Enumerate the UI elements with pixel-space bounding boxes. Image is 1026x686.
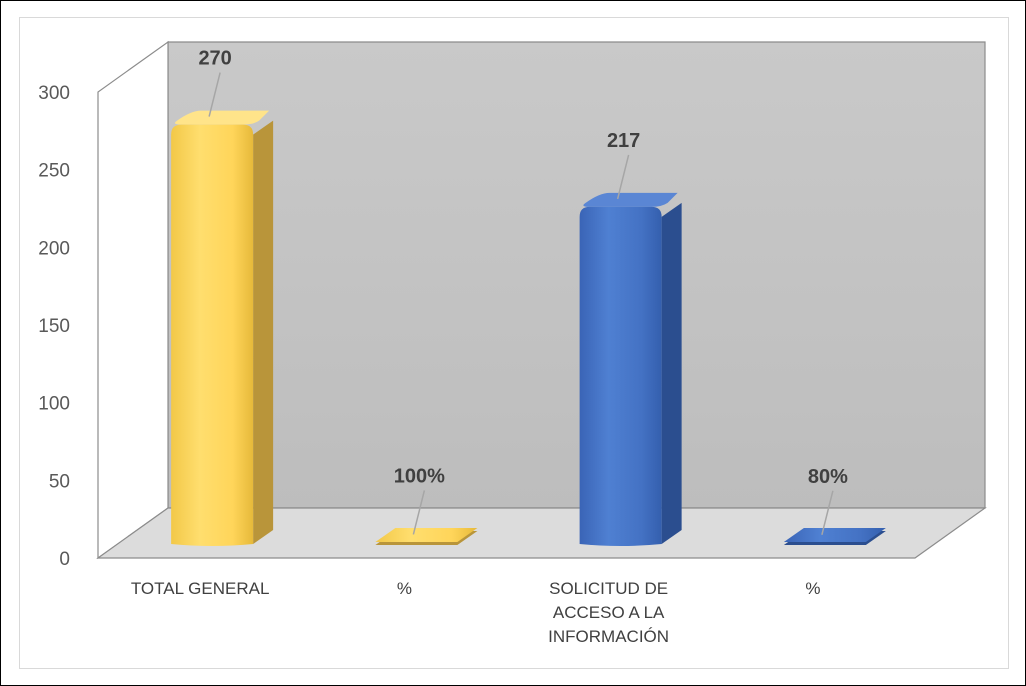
category-label: TOTAL GENERAL	[131, 579, 270, 598]
leader-line	[412, 490, 426, 535]
data-label: 217	[607, 130, 640, 152]
leader-line	[821, 490, 834, 535]
y-tick-label: 150	[38, 316, 70, 337]
category-label: ACCESO A LA	[553, 603, 665, 622]
bar-side	[253, 120, 274, 544]
data-label: 100%	[394, 465, 445, 487]
side-wall	[97, 40, 169, 560]
y-tick-label: 0	[59, 549, 70, 570]
bar-top	[583, 192, 678, 207]
bar-side	[661, 202, 682, 544]
category-label: SOLICITUD DE	[549, 579, 668, 598]
bar-front	[579, 206, 662, 546]
leader-line	[616, 154, 630, 200]
floor	[96, 507, 987, 559]
data-label: 80%	[808, 466, 848, 488]
bar-front	[171, 124, 254, 546]
leader-line	[208, 72, 221, 117]
data-labels: 270 100% 217 80%	[198, 48, 848, 535]
y-axis: 0 50 100 150 200 250 300	[38, 83, 70, 570]
bar-slab-top	[375, 528, 478, 542]
back-wall	[167, 41, 986, 509]
data-label: 270	[198, 48, 231, 70]
y-tick-label: 200	[38, 238, 70, 259]
bar	[171, 110, 274, 546]
bar-slab-top	[783, 528, 886, 542]
y-tick-label: 100	[38, 394, 70, 415]
chart-walls	[96, 40, 987, 560]
y-tick-label: 50	[49, 471, 70, 492]
category-label: %	[397, 579, 412, 598]
category-label: %	[805, 579, 820, 598]
bar-top	[174, 110, 270, 125]
bar	[579, 192, 682, 546]
y-tick-label: 250	[38, 161, 70, 182]
y-tick-label: 300	[38, 83, 70, 104]
x-axis: TOTAL GENERAL% SOLICITUD DE ACCESO A LA INF…	[131, 579, 821, 646]
category-label: INFORMACIÓN	[548, 627, 669, 646]
bar	[783, 528, 886, 545]
bar	[375, 528, 478, 545]
bars	[171, 110, 886, 546]
